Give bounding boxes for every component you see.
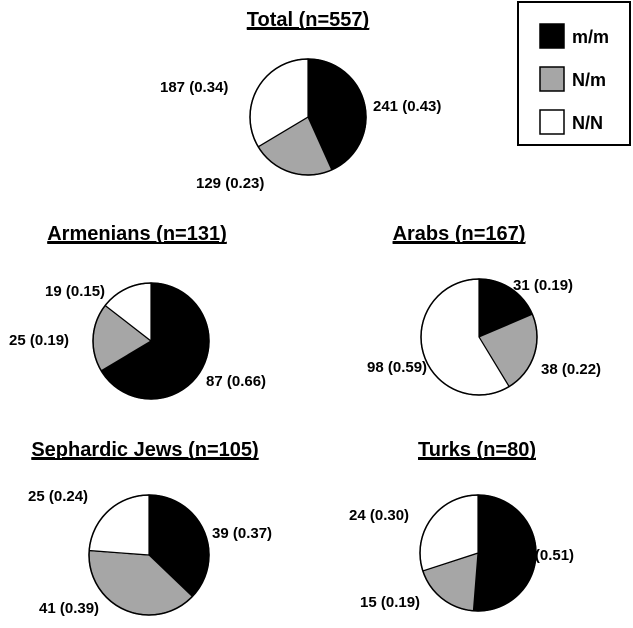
pie-outline	[92, 282, 210, 400]
pie-title-turks: Turks (n=80)	[418, 439, 536, 461]
pie-title-total: Total (n=557)	[247, 9, 369, 31]
pie-outline	[88, 494, 210, 616]
pie-data-label: 129 (0.23)	[196, 175, 264, 192]
pie-data-label: 241 (0.43)	[373, 98, 441, 115]
legend-swatch-nn	[539, 109, 565, 135]
pie-data-label: 25 (0.19)	[9, 332, 69, 349]
pie-data-label: 98 (0.59)	[367, 359, 427, 376]
pie-title-arabs: Arabs (n=167)	[393, 223, 526, 245]
legend-label-nm: N/m	[572, 70, 606, 90]
pie-data-label: 24 (0.30)	[349, 507, 409, 524]
pie-sephardic-jews: Sephardic Jews (n=105) 39 (0.37) 41 (0.39)…	[28, 439, 272, 617]
pie-data-label: 39 (0.37)	[212, 525, 272, 542]
legend: m/m N/m N/N	[517, 1, 631, 146]
legend-label-nn: N/N	[572, 113, 603, 133]
pie-total: Total (n=557) 241 (0.43) 129 (0.23) 187 (0.…	[160, 9, 441, 192]
pie-data-label: 19 (0.15)	[45, 283, 105, 300]
pie-outline	[420, 278, 538, 396]
pie-title-armenians: Armenians (n=131)	[47, 223, 227, 245]
pie-data-label: 31 (0.19)	[513, 277, 573, 294]
legend-swatch-nm	[539, 66, 565, 92]
pie-data-label: 87 (0.66)	[206, 373, 266, 390]
pie-data-label: 25 (0.24)	[28, 488, 88, 505]
pie-outline	[249, 58, 367, 176]
pie-slice-NN	[88, 494, 150, 556]
pie-turks: Turks (n=80) 41 (0.51) 15 (0.19) 24 (0.30)	[349, 439, 574, 612]
legend-label-mm: m/m	[572, 27, 609, 47]
legend-frame	[517, 1, 631, 146]
pie-data-label: 187 (0.34)	[160, 79, 228, 96]
pie-outline	[419, 494, 537, 612]
pie-data-label: 41 (0.51)	[514, 547, 574, 564]
pie-data-label: 38 (0.22)	[541, 361, 601, 378]
legend-swatch-mm	[539, 23, 565, 49]
pie-arabs: Arabs (n=167) 31 (0.19) 38 (0.22) 98 (0.59)	[367, 223, 601, 396]
pie-data-label: 15 (0.19)	[360, 594, 420, 611]
pie-armenians: Armenians (n=131) 87 (0.66) 25 (0.19) 19 (0…	[9, 223, 266, 400]
pie-title-sephardic-jews: Sephardic Jews (n=105)	[31, 439, 258, 461]
pie-data-label: 41 (0.39)	[39, 600, 99, 617]
